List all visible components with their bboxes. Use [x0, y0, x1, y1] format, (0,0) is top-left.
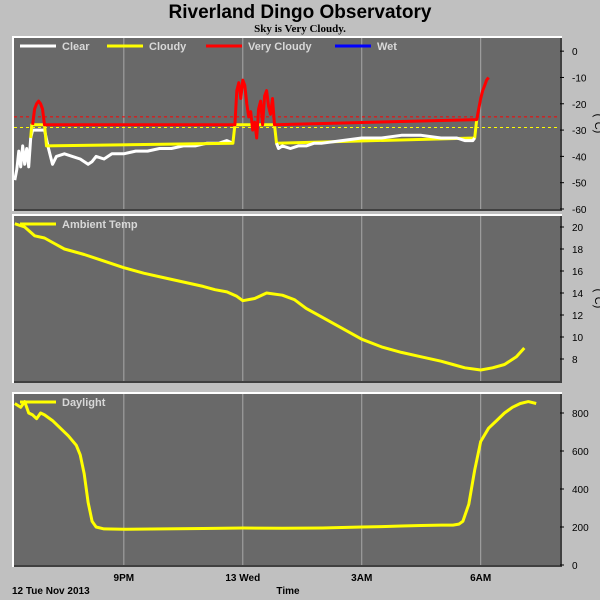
y-tick-label: 600	[572, 447, 589, 458]
y-tick-label: -10	[572, 73, 587, 84]
x-tick-label: 3AM	[351, 573, 372, 584]
legend-label: Very Cloudy	[248, 41, 312, 53]
y-axis-unit-label: (°C)	[592, 114, 600, 134]
y-tick-label: 200	[572, 523, 589, 534]
y-tick-label: 18	[572, 245, 584, 256]
x-tick-label: 9PM	[114, 573, 135, 584]
y-tick-label: 0	[572, 561, 578, 572]
sky-temperature-panel: 0 -10 -20 -30 -40 -50 -60 (°C) Clear Cloudy Very C…	[12, 36, 600, 216]
legend-label: Clear	[62, 41, 90, 53]
y-tick-label: 10	[572, 333, 584, 344]
y-tick-label: -50	[572, 179, 587, 190]
x-tick-label: 6AM	[470, 573, 491, 584]
x-tick-label: 13 Wed	[225, 573, 260, 584]
legend-label: Cloudy	[149, 41, 187, 53]
y-tick-label: 14	[572, 289, 584, 300]
x-axis-label: Time	[276, 586, 300, 597]
series-line-cloudy	[29, 119, 479, 148]
ambient-temperature-panel: 8 10 12 14 16 18 20 (°C) Ambient Temp	[12, 214, 600, 383]
legend-label: Wet	[377, 41, 397, 53]
y-tick-label: 0	[572, 47, 578, 58]
series-line-very-cloudy	[31, 76, 490, 140]
daylight-panel: 0 200 400 600 800 Daylight 9PM 13 Wed 3AM 6AM	[12, 392, 589, 584]
y-tick-label: 8	[572, 355, 578, 366]
series-line-clear	[13, 128, 234, 181]
y-axis-unit-label: (°C)	[592, 289, 600, 309]
plot-area	[14, 394, 560, 565]
y-tick-label: -60	[572, 205, 587, 216]
y-tick-label: 12	[572, 311, 584, 322]
y-tick-label: 16	[572, 267, 584, 278]
y-tick-label: -30	[572, 126, 587, 137]
series-line-ambient-temp	[14, 222, 526, 372]
date-label: 12 Tue Nov 2013	[12, 586, 90, 597]
y-tick-label: 20	[572, 223, 584, 234]
status-subtitle: Sky is Very Cloudy.	[254, 23, 346, 35]
y-tick-label: 400	[572, 485, 589, 496]
y-tick-label: 800	[572, 409, 589, 420]
y-tick-label: -20	[572, 100, 587, 111]
legend-label: Daylight	[62, 397, 106, 409]
y-tick-label: -40	[572, 152, 587, 163]
legend-label: Ambient Temp	[62, 219, 138, 231]
page-title: Riverland Dingo Observatory	[169, 2, 432, 23]
series-line-daylight	[13, 400, 537, 531]
series-line-clear	[275, 133, 476, 150]
